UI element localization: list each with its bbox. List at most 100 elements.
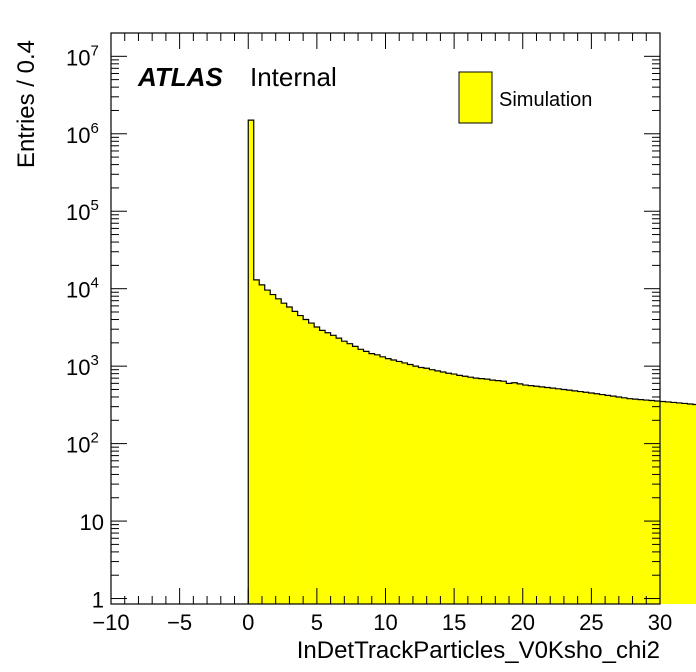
- x-axis-ticks: −10 −5 0 5 10 15 20 25 30: [92, 33, 672, 635]
- histogram-bar: [396, 361, 403, 604]
- histogram-bar: [665, 401, 672, 604]
- histogram-bar: [325, 332, 331, 604]
- histogram-bar: [616, 396, 622, 604]
- histogram-bar: [577, 391, 584, 604]
- y-tick-label: 104: [66, 275, 99, 303]
- y-axis-ticks: 1 10 102 103 104 105 106 107: [66, 32, 660, 613]
- histogram-bar: [297, 315, 304, 604]
- histogram-bar: [275, 298, 282, 604]
- histogram-bar: [605, 395, 611, 604]
- legend: Simulation: [458, 71, 592, 124]
- histogram-bar: [478, 378, 485, 604]
- histogram-bar: [467, 377, 474, 604]
- y-tick-label: 106: [66, 120, 99, 148]
- histogram-bar: [517, 383, 524, 604]
- histogram-bar: [264, 290, 271, 604]
- histogram-bar: [676, 402, 683, 604]
- histogram-bar: [308, 323, 315, 604]
- histogram-bar: [253, 279, 260, 604]
- histogram-bar: [401, 362, 408, 604]
- histogram-bar: [572, 390, 578, 604]
- histogram-bar: [259, 284, 266, 604]
- x-tick-label: 15: [442, 610, 466, 635]
- histogram-bar: [429, 369, 436, 604]
- atlas-label: ATLAS: [137, 62, 223, 92]
- histogram-bar: [456, 375, 463, 604]
- histogram-bar: [583, 392, 589, 604]
- histogram-bar: [286, 307, 293, 604]
- y-axis-title: Entries / 0.4: [13, 40, 40, 168]
- x-tick-label: −10: [92, 610, 129, 635]
- histogram-bar: [621, 397, 628, 604]
- legend-label-simulation: Simulation: [499, 89, 592, 111]
- histogram-bar: [473, 378, 480, 604]
- histogram-bar: [687, 403, 694, 604]
- histogram-bar: [369, 353, 375, 604]
- histogram-bar: [643, 400, 650, 604]
- histogram-bar: [500, 381, 507, 604]
- y-tick-label: 107: [66, 42, 99, 70]
- y-tick-label: 10: [80, 510, 104, 535]
- histogram-bar: [440, 372, 447, 604]
- histogram-bar: [539, 386, 546, 604]
- histogram-bars: [248, 120, 696, 604]
- x-tick-label: 5: [311, 610, 323, 635]
- histogram-bar: [692, 404, 696, 604]
- histogram-bar: [363, 351, 370, 604]
- x-tick-label: 30: [648, 610, 672, 635]
- histogram-bar: [303, 319, 309, 604]
- histogram-bar: [660, 401, 666, 604]
- y-tick-label: 105: [66, 197, 99, 225]
- histogram-bar: [445, 373, 452, 604]
- histogram-bar: [292, 311, 298, 604]
- x-tick-label: 0: [242, 610, 254, 635]
- histogram-bar: [462, 376, 469, 604]
- histogram-outline: [247, 119, 696, 604]
- histogram-bar: [319, 330, 326, 604]
- histogram-bar: [561, 389, 567, 604]
- x-tick-label: 25: [579, 610, 603, 635]
- histogram-bar: [358, 349, 364, 604]
- x-tick-label: 10: [373, 610, 397, 635]
- histogram-bar: [330, 335, 337, 604]
- histogram-bar: [522, 385, 529, 604]
- histogram-bar: [528, 385, 535, 604]
- histogram-bar: [270, 294, 276, 604]
- histogram-bar: [352, 346, 359, 604]
- histogram-bar: [495, 380, 502, 604]
- histogram-bar: [418, 367, 425, 604]
- histogram-bar: [649, 400, 655, 604]
- histogram-bar: [599, 394, 606, 604]
- histogram-bar: [423, 368, 430, 604]
- histogram-bar: [390, 360, 397, 604]
- histogram-bar: [638, 399, 644, 604]
- histogram-bar: [341, 341, 348, 604]
- histogram-bar: [407, 364, 414, 604]
- histogram-bar: [566, 390, 573, 604]
- histogram-bar: [248, 120, 255, 604]
- y-tick-label: 1: [92, 588, 104, 613]
- histogram-bar: [533, 386, 540, 604]
- histogram-bar: [632, 399, 639, 604]
- histogram-bar: [555, 388, 562, 604]
- histogram-bar: [511, 382, 518, 604]
- histogram-bar: [627, 398, 633, 604]
- histogram-bar: [484, 379, 491, 604]
- y-tick-label: 102: [66, 430, 99, 458]
- histogram-bar: [588, 393, 595, 604]
- legend-swatch-simulation: [458, 71, 493, 124]
- histogram-bar: [374, 354, 381, 604]
- histogram-bar: [654, 400, 661, 604]
- histogram-bar: [281, 303, 287, 604]
- y-tick-label: 103: [66, 352, 99, 380]
- internal-label: Internal: [250, 62, 337, 92]
- histogram-bar: [347, 343, 353, 604]
- histogram-bar: [544, 387, 551, 604]
- x-tick-label: 20: [511, 610, 535, 635]
- histogram-bar: [550, 388, 556, 604]
- histogram-bar: [380, 356, 386, 604]
- histogram-bar: [412, 366, 419, 604]
- histogram-bar: [610, 396, 617, 604]
- histogram-bar: [385, 358, 392, 604]
